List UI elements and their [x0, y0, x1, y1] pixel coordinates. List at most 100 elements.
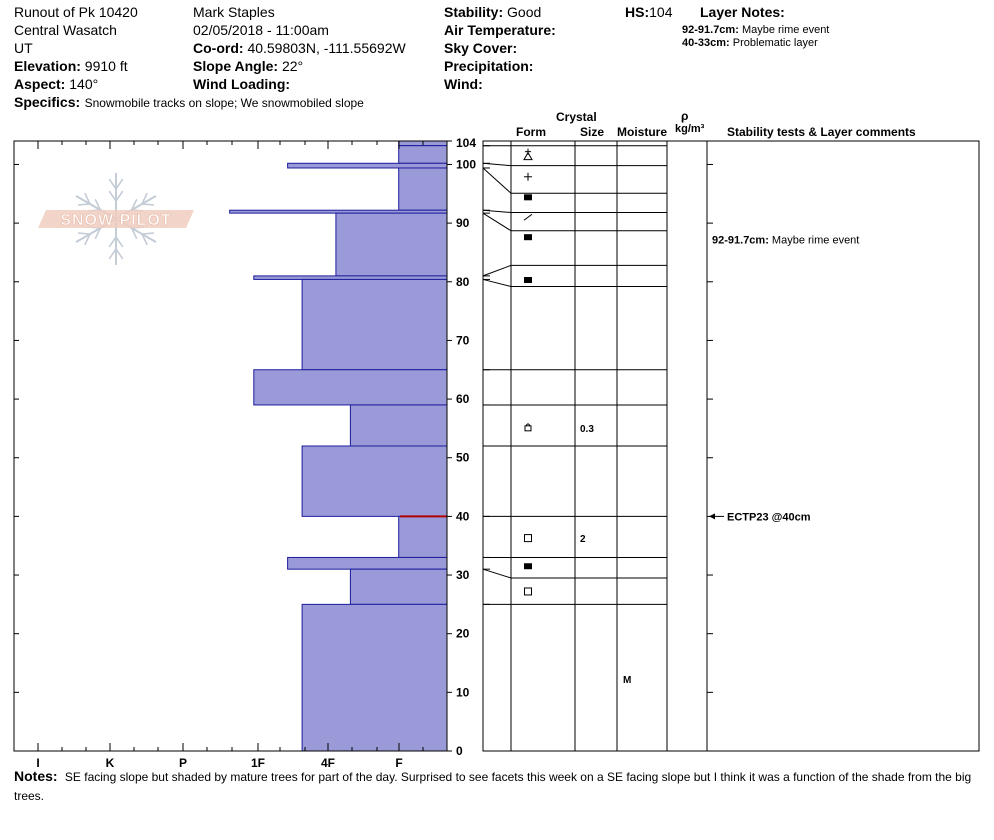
moisture-label-1: M [623, 675, 631, 686]
x-tick-label-1F: 1F [251, 756, 265, 770]
hardness-bar-12 [398, 515, 448, 558]
hardness-bar-2 [398, 145, 448, 164]
notes: Notes: SE facing slope but shaded by mat… [14, 767, 989, 806]
moisture-header: Moisture [617, 125, 668, 139]
layer-connector-7 [482, 264, 512, 277]
crystal-symbol-7 [524, 423, 532, 432]
y-tick-label-50: 50 [456, 451, 470, 465]
aspect: Aspect: 140° [14, 76, 98, 92]
notes-label: Notes: [14, 768, 58, 784]
crystal-size-8: 2 [580, 534, 586, 545]
slope-angle: Slope Angle: 22° [193, 58, 303, 74]
hardness-bar-3 [287, 162, 448, 169]
elevation-value: 9910 ft [84, 58, 128, 74]
crystal-symbol-4 [523, 213, 533, 221]
stability-value: Good [507, 4, 542, 20]
hardness-bar-9 [253, 369, 448, 406]
stability-label: Stability: [444, 4, 504, 20]
specifics-value: Snowmobile tracks on slope; We snowmobil… [84, 96, 364, 110]
y-tick-label-0: 0 [456, 744, 463, 758]
hs-value: 104 [649, 4, 673, 20]
size-header: Size [580, 125, 605, 139]
rho-header: ρ [681, 109, 689, 123]
crystal-symbol-3 [524, 194, 532, 201]
coord-label: Co-ord: [193, 40, 244, 56]
form-header: Form [516, 125, 546, 139]
x-tick-label-4F: 4F [321, 756, 335, 770]
layer-note-1-range: 92-91.7cm: [682, 24, 739, 36]
stability-comments-header: Stability tests & Layer comments [727, 125, 916, 139]
crystal-symbol-6 [524, 277, 532, 284]
layer-note-2-text: Problematic layer [732, 37, 818, 49]
observer: Mark Staples [193, 4, 275, 20]
density-unit-header: kg/m³ [675, 123, 705, 135]
coordinates: Co-ord: 40.59803N, -111.55692W [193, 40, 406, 56]
hardness-bar-11 [301, 445, 448, 517]
layer-connector-14 [482, 568, 512, 579]
coord-value: 40.59803N, -111.55692W [247, 40, 406, 56]
specifics-label: Specifics: [14, 94, 81, 110]
snowpilot-logo-text: SNOW PILOT [60, 212, 171, 229]
layer-note-2-range: 40-33cm: [682, 37, 730, 49]
layer-note-1-text: Maybe rime event [741, 24, 830, 36]
wind-loading-label: Wind Loading: [193, 76, 291, 92]
datetime: 02/05/2018 - 11:00am [193, 22, 329, 38]
hardness-bar-14 [349, 568, 448, 605]
hardness-plot-frame [13, 140, 448, 752]
hs: HS:104 [625, 4, 672, 20]
stability-test-1: ECTP23 @40cm [727, 511, 811, 523]
crystal-symbol-9 [524, 563, 532, 570]
layer-comment-1: 92-91.7cm: Maybe rime event [712, 235, 859, 247]
hardness-bar-10 [349, 404, 448, 447]
y-tick-label-40: 40 [456, 509, 470, 523]
y-tick-label-10: 10 [456, 685, 470, 699]
location: Runout of Pk 10420 [14, 4, 138, 20]
y-tick-label-100: 100 [456, 157, 476, 171]
y-tick-label-90: 90 [456, 216, 470, 230]
layer-note-1: 92-91.7cm: Maybe rime event [682, 24, 829, 36]
hardness-bar-4 [398, 167, 448, 211]
x-tick-label-F: F [395, 756, 402, 770]
y-tick-label-104: 104 [456, 136, 476, 150]
hardness-bar-15 [301, 603, 448, 752]
aspect-value: 140° [69, 76, 99, 92]
stability-test-arrowhead-1 [709, 513, 715, 520]
crystal-symbol-10 [524, 587, 532, 596]
hs-label: HS: [625, 4, 650, 20]
specifics: Specifics: Snowmobile tracks on slope; W… [14, 94, 364, 112]
crystal-size-7: 0.3 [580, 424, 594, 435]
aspect-label: Aspect: [14, 76, 66, 92]
y-tick-label-70: 70 [456, 333, 470, 347]
sky-cover-label: Sky Cover: [444, 40, 518, 56]
x-tick-label-P: P [179, 756, 187, 770]
crystal-symbol-5 [524, 234, 532, 241]
x-tick-label-I: I [36, 756, 39, 770]
hardness-bar-7 [253, 275, 448, 280]
state: UT [14, 40, 33, 56]
hardness-bar-13 [287, 556, 448, 570]
y-tick-label-20: 20 [456, 627, 470, 641]
layer-note-2: 40-33cm: Problematic layer [682, 37, 818, 49]
wind-label: Wind: [444, 76, 483, 92]
crystal-symbol-1 [523, 148, 533, 161]
layer-connector-8 [482, 278, 512, 287]
snowpilot-logo: SNOW PILOT [38, 173, 194, 265]
layer-notes-label: Layer Notes: [700, 4, 785, 20]
stability: Stability: Good [444, 4, 541, 20]
notes-text: SE facing slope but shaded by mature tre… [14, 770, 972, 803]
slope-label: Slope Angle: [193, 58, 279, 74]
layer-connector-4 [482, 167, 512, 194]
air-temp-label: Air Temperature: [444, 22, 556, 38]
y-tick-label-30: 30 [456, 568, 470, 582]
layer-connector-6 [482, 212, 512, 232]
wind-loading: Wind Loading: [193, 76, 290, 92]
crystal-symbol-2 [524, 172, 532, 181]
elevation-label: Elevation: [14, 58, 81, 74]
x-tick-label-K: K [106, 756, 115, 770]
precip-label: Precipitation: [444, 58, 534, 74]
elevation: Elevation: 9910 ft [14, 58, 128, 74]
hardness-bar-6 [335, 212, 448, 277]
hardness-bar-8 [301, 278, 448, 371]
range: Central Wasatch [14, 22, 117, 38]
